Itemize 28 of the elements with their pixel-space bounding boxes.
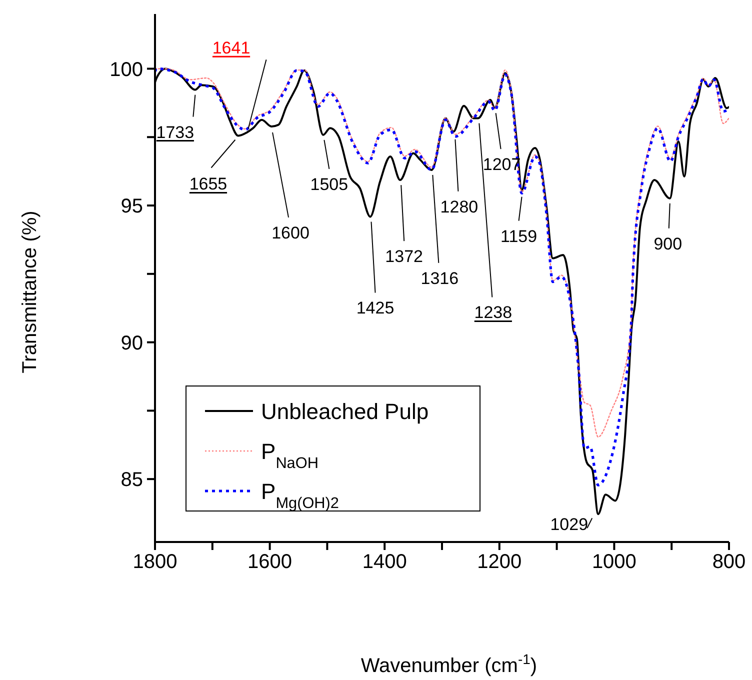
y-tick-label: 95 — [120, 196, 143, 218]
annotation: 1505 — [310, 174, 348, 194]
annotation: 1655 — [189, 174, 228, 194]
y-axis-title: Transmittance (%) — [19, 210, 41, 374]
legend-label: P$_{NaOH}$ — [261, 439, 318, 472]
annotation: 1733 — [156, 122, 194, 142]
y-tick-label: 100 — [110, 58, 143, 81]
annotation: 1372 — [385, 247, 424, 266]
x-tick-label: 1600 — [248, 551, 292, 574]
x-tick-label: 1400 — [362, 551, 407, 574]
legend-label: Unbleached Pulp — [261, 399, 429, 424]
annotation: 1159 — [500, 226, 538, 246]
annotation: 1029 — [550, 515, 588, 534]
x-tick-label: 1200 — [477, 551, 522, 574]
annotation: 900 — [654, 234, 682, 254]
annotation: 1600 — [272, 223, 310, 242]
y-tick-label: 90 — [120, 332, 143, 354]
x-axis-title: Wavenumber (cm$^{-1}$) — [360, 651, 538, 677]
y-tick-label: 85 — [120, 469, 143, 492]
annotation: 1641 — [212, 38, 250, 58]
annotation: 1238 — [474, 303, 512, 322]
legend-label: P$_{Mg(OH)2}$ — [261, 479, 339, 512]
annotation: 1280 — [440, 197, 478, 216]
annotation: 1425 — [356, 298, 394, 318]
x-tick-label: 1000 — [592, 551, 636, 574]
x-tick-label: 1800 — [132, 551, 178, 574]
annotation: 1316 — [420, 268, 459, 288]
x-tick-label: 800 — [712, 551, 746, 574]
